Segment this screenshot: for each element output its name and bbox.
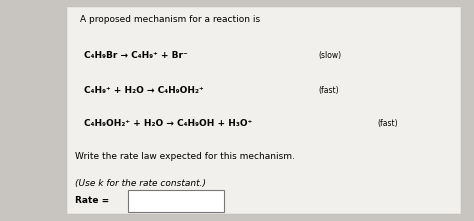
FancyBboxPatch shape (128, 190, 224, 212)
Text: C₄H₉⁺ + H₂O → C₄H₉OH₂⁺: C₄H₉⁺ + H₂O → C₄H₉OH₂⁺ (84, 86, 203, 95)
Text: Rate =: Rate = (75, 196, 110, 204)
Text: (fast): (fast) (377, 119, 398, 128)
Text: Write the rate law expected for this mechanism.: Write the rate law expected for this mec… (75, 152, 295, 162)
Text: (slow): (slow) (319, 51, 342, 60)
Text: (fast): (fast) (319, 86, 339, 95)
Text: A proposed mechanism for a reaction is: A proposed mechanism for a reaction is (80, 15, 260, 25)
Text: C₄H₉Br → C₄H₉⁺ + Br⁻: C₄H₉Br → C₄H₉⁺ + Br⁻ (84, 51, 188, 60)
Text: C₄H₉OH₂⁺ + H₂O → C₄H₉OH + H₃O⁺: C₄H₉OH₂⁺ + H₂O → C₄H₉OH + H₃O⁺ (84, 119, 252, 128)
FancyBboxPatch shape (67, 7, 461, 214)
Text: (Use k for the rate constant.): (Use k for the rate constant.) (75, 179, 207, 188)
